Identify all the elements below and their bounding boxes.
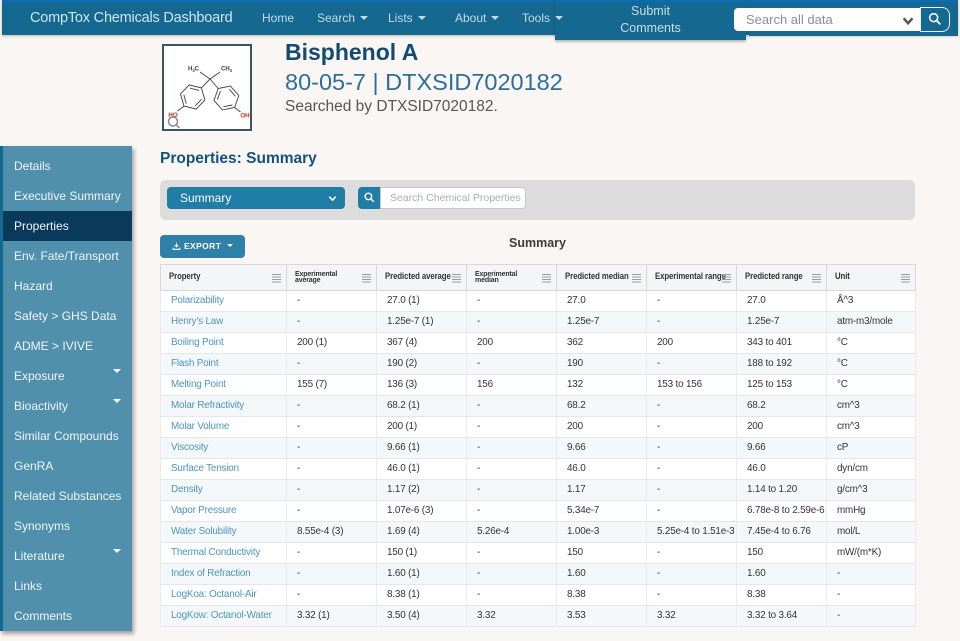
svg-text:OH: OH — [240, 113, 250, 120]
svg-text:H3C: H3C — [188, 67, 200, 73]
svg-text:CH3: CH3 — [221, 67, 233, 73]
svg-text:HO: HO — [168, 112, 177, 119]
